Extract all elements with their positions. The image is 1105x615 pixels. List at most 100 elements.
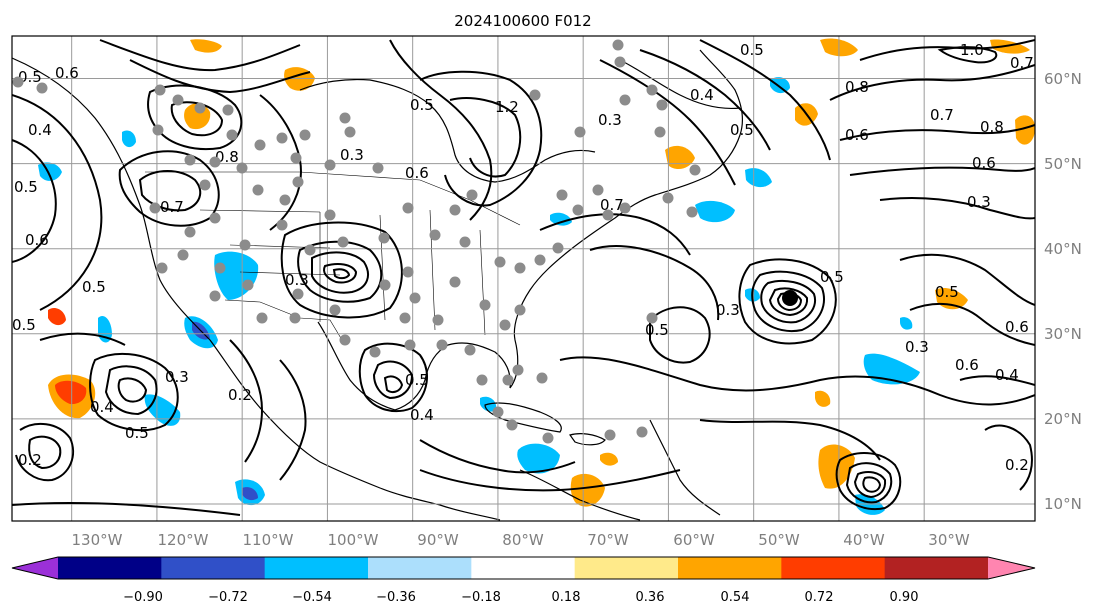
observation-point (459, 236, 471, 248)
contour-line (12, 94, 103, 311)
lon-label: 60°W (673, 531, 715, 549)
contour-line (909, 302, 1035, 346)
observation-point (329, 304, 341, 316)
observation-point (339, 112, 351, 124)
colorbar-tick-label: 0.18 (552, 590, 581, 605)
observation-point (12, 76, 24, 88)
colorbar-tick-label: −0.90 (123, 590, 163, 605)
contour-line (449, 97, 522, 178)
contour-label: 0.3 (967, 193, 991, 211)
observation-point (534, 254, 546, 266)
observation-point (656, 99, 668, 111)
south-america-coast (519, 469, 641, 521)
observation-point (612, 39, 624, 51)
colorbar-tick-labels: −0.90 −0.72 −0.54 −0.36 −0.18 0.18 0.36 … (123, 590, 918, 605)
contour-label: 1.2 (495, 98, 519, 116)
observation-point (242, 279, 254, 291)
colorbar-tick-label: 0.54 (721, 590, 750, 605)
contour-line (28, 435, 62, 470)
observation-point (619, 202, 631, 214)
observation-point (552, 242, 564, 254)
contour-label: 0.6 (405, 164, 429, 182)
observation-point (409, 292, 421, 304)
contour-label: 0.5 (125, 424, 149, 442)
observation-point (592, 184, 604, 196)
colorbar-tick-label: −0.72 (208, 590, 248, 605)
contour-label: 0.4 (410, 406, 434, 424)
colorbar-tick-label: −0.36 (376, 590, 416, 605)
contour-label: 0.2 (1005, 456, 1029, 474)
contour-label: 0.6 (955, 356, 979, 374)
observation-point (379, 279, 391, 291)
contour-line (419, 469, 681, 492)
pacific-coastline (12, 57, 501, 521)
contour-label: 0.8 (845, 78, 869, 96)
observation-point (239, 239, 251, 251)
contour-label: 0.7 (1010, 54, 1034, 72)
lon-label: 80°W (502, 531, 544, 549)
lat-label: 50°N (1044, 155, 1082, 173)
contour-label: 1.0 (960, 41, 984, 59)
contour-label: 0.5 (730, 121, 754, 139)
positive-shade (815, 390, 831, 407)
observation-point (654, 126, 666, 138)
contour-line (117, 377, 148, 403)
contour-line (984, 424, 1033, 491)
contour-label: 0.6 (1005, 318, 1029, 336)
observation-point (402, 266, 414, 278)
contour-label: 0.4 (995, 366, 1019, 384)
observation-point (502, 374, 514, 386)
contour-label: 0.4 (28, 121, 52, 139)
contour-label: 0.5 (935, 283, 959, 301)
observation-point (402, 202, 414, 214)
us-canada-border (145, 171, 521, 226)
observation-point (499, 319, 511, 331)
lon-label: 40°W (843, 531, 885, 549)
coastlines (12, 49, 744, 521)
observation-point (686, 206, 698, 218)
observation-point (604, 429, 616, 441)
gridlines (12, 36, 1035, 521)
observation-point (172, 94, 184, 106)
contour-line (853, 471, 887, 499)
contour-line (12, 502, 241, 516)
strong-positive-shade (48, 308, 66, 326)
colorbar (11, 556, 1036, 580)
contour-line (99, 39, 301, 72)
lon-label: 100°W (328, 531, 379, 549)
contour-line (12, 139, 57, 263)
labrador-coast (619, 59, 741, 110)
positive-shade (570, 473, 605, 507)
contour-label: 0.3 (598, 111, 622, 129)
contour-line (738, 258, 837, 345)
observation-point (646, 84, 658, 96)
contour-label: 0.7 (160, 198, 184, 216)
observation-point (514, 262, 526, 274)
observation-point (324, 159, 336, 171)
map-frame (11, 35, 1036, 522)
contour-line (559, 356, 1035, 406)
contour-label: 0.3 (340, 146, 364, 164)
negative-shade (122, 130, 136, 148)
contour-label: 0.6 (972, 154, 996, 172)
contour-label: 0.7 (600, 196, 624, 214)
observation-point (449, 276, 461, 288)
contour-label: 0.3 (165, 368, 189, 386)
contour-label: 0.8 (215, 148, 239, 166)
observation-point (254, 139, 266, 151)
observation-point (292, 288, 304, 300)
colorbar-tick-label: 0.36 (636, 590, 665, 605)
observation-point (602, 209, 614, 221)
colorbar-tick-label: 0.90 (890, 590, 919, 605)
observation-point (636, 426, 648, 438)
colorbar-segment (781, 557, 886, 579)
colorbar-segment (368, 557, 472, 579)
negative-shade (695, 200, 735, 223)
negative-shade (863, 353, 920, 385)
colorbar-segment (264, 557, 369, 579)
contour-line (39, 332, 126, 346)
observation-point (177, 249, 189, 261)
observation-point (236, 162, 248, 174)
borders (145, 171, 521, 346)
